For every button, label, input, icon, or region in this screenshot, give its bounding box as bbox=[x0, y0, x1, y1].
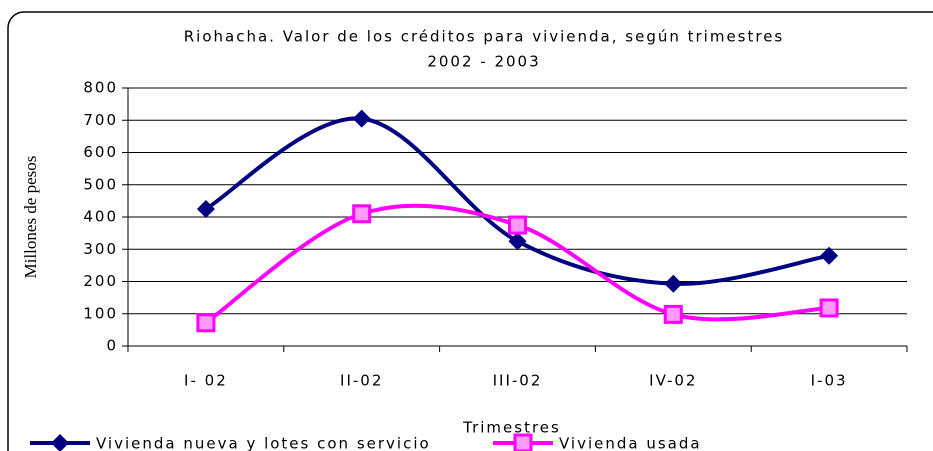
marker bbox=[513, 433, 533, 451]
legend-label: Vivienda nueva y lotes con servicio bbox=[96, 435, 431, 451]
y-tick-label: 200 bbox=[83, 272, 118, 290]
y-tick-label: 500 bbox=[83, 175, 118, 193]
x-tick-label: I-03 bbox=[811, 372, 848, 390]
marker bbox=[196, 313, 216, 333]
x-axis-label: Trimestres bbox=[462, 419, 561, 437]
chart-border bbox=[7, 11, 933, 451]
marker bbox=[819, 298, 839, 318]
y-tick-label: 600 bbox=[83, 143, 118, 161]
marker bbox=[196, 199, 215, 218]
marker bbox=[508, 215, 527, 235]
marker bbox=[508, 232, 527, 251]
marker bbox=[820, 246, 839, 265]
marker bbox=[664, 274, 683, 293]
legend-label: Vivienda usada bbox=[559, 435, 702, 451]
y-axis-label: Millones de pesos bbox=[21, 156, 40, 279]
x-tick-label: II-02 bbox=[340, 372, 383, 390]
x-tick-label: IV-02 bbox=[649, 372, 697, 390]
y-tick-label: 400 bbox=[83, 208, 118, 226]
marker bbox=[352, 109, 371, 128]
y-tick-label: 800 bbox=[83, 79, 118, 97]
chart-title: Riohacha. Valor de los créditos para viv… bbox=[184, 28, 785, 46]
y-tick-label: 100 bbox=[83, 304, 118, 322]
chart-subtitle: 2002 - 2003 bbox=[427, 53, 540, 71]
y-tick-label: 700 bbox=[83, 111, 118, 129]
marker bbox=[663, 304, 683, 324]
y-tick-label: 0 bbox=[106, 337, 118, 355]
marker bbox=[352, 204, 372, 224]
marker bbox=[51, 434, 69, 451]
x-tick-label: I- 02 bbox=[184, 372, 228, 390]
x-tick-label: III-02 bbox=[493, 372, 543, 390]
y-tick-label: 300 bbox=[83, 240, 118, 258]
